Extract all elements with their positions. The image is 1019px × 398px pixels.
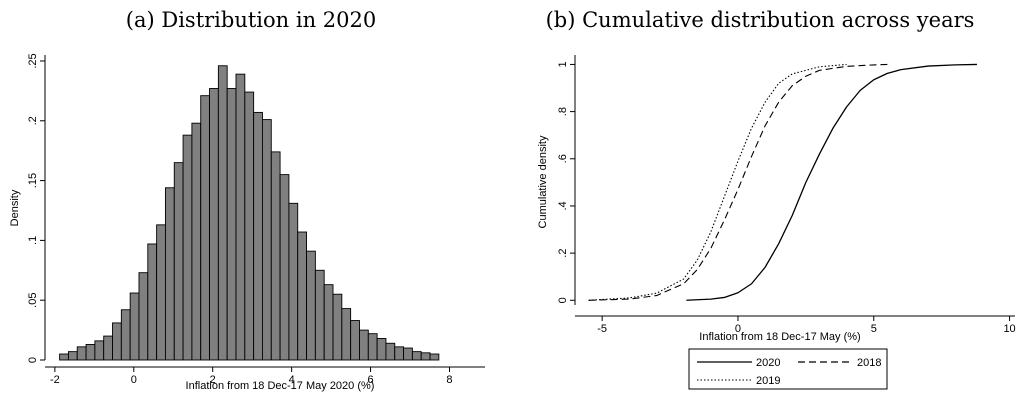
histogram-x-axis-label: Inflation from 18 Dec-17 May 2020 (%) — [186, 380, 375, 392]
cdf-y-tick-label: .2 — [557, 249, 569, 258]
cdf-y-tick-label: .4 — [557, 201, 569, 210]
histogram-x-tick-label: -2 — [50, 374, 60, 386]
histogram-bar — [314, 269, 325, 361]
legend-box — [688, 348, 888, 390]
histogram-y-tick-label: 0 — [27, 357, 39, 363]
cdf-y-ticks: 0 .2 .4 .6 .8 1 — [557, 61, 575, 303]
cdf-panel: (b) Cumulative distribution across years… — [537, 8, 1016, 390]
histogram-bar — [164, 187, 175, 361]
histogram-bar — [288, 202, 299, 361]
cdf-lines — [588, 63, 977, 301]
histogram-y-ticks: 0 .05 .1 .15 .2 .25 — [27, 53, 45, 363]
histogram-x-tick-label: 2 — [210, 374, 216, 386]
histogram-bar — [394, 346, 405, 361]
histogram-y-tick-label: .25 — [27, 53, 39, 68]
legend-2018-label: 2018 — [857, 357, 881, 369]
cdf-y-tick-label: .6 — [557, 154, 569, 163]
histogram-bar — [403, 347, 413, 361]
histogram-bar — [217, 65, 228, 361]
histogram-bar — [367, 333, 378, 361]
histogram-x-tick-label: 8 — [446, 374, 452, 386]
histogram-bar — [411, 351, 422, 361]
histogram-panel: (a) Distribution in 2020 0.05.1.15.2.25 … — [9, 8, 485, 392]
cdf-legend: 2020 2018 2019 — [688, 348, 888, 390]
histogram-bar — [138, 272, 149, 361]
histogram-bar — [182, 134, 193, 361]
histogram-bar — [376, 338, 387, 361]
histogram-bar — [279, 174, 290, 361]
histogram-bar — [306, 250, 316, 361]
histogram-x-tick-label: 6 — [367, 374, 373, 386]
histogram-title: (a) Distribution in 2020 — [126, 8, 376, 32]
histogram-bar — [350, 320, 360, 361]
cdf-x-tick-label: 10 — [1003, 323, 1015, 335]
histogram-bar — [156, 224, 166, 361]
cdf-y-tick-label: 1 — [557, 61, 569, 67]
histogram-x-tick-label: 4 — [289, 374, 295, 386]
histogram-bar — [129, 292, 140, 361]
cdf-y-axis-label: Cumulative density — [537, 135, 549, 228]
cdf-x-tick-label: 5 — [871, 323, 877, 335]
legend-2019-label: 2019 — [756, 375, 780, 387]
histogram-bar — [67, 351, 78, 361]
histogram-bar — [120, 309, 131, 361]
histogram-y-tick-label: .15 — [27, 173, 39, 188]
histogram-bar — [270, 151, 281, 361]
histogram-bar — [420, 352, 431, 361]
histogram-bar — [253, 111, 263, 361]
histogram-bar — [94, 340, 105, 361]
cdf-y-tick-label: .8 — [557, 107, 569, 116]
histogram-bar — [244, 91, 255, 361]
cdf-x-axis-label: Inflation from 18 Dec-17 May (%) — [699, 331, 860, 343]
cdf-y-tick-label: 0 — [557, 297, 569, 303]
legend-2020-label: 2020 — [756, 357, 780, 369]
histogram-bars — [59, 65, 440, 361]
cdf-x-ticks: -5 0 5 10 — [597, 316, 1016, 335]
histogram-bar — [226, 88, 237, 361]
histogram-bar — [359, 329, 369, 361]
histogram-bar — [200, 95, 210, 361]
histogram-bar — [59, 353, 69, 361]
histogram-x-ticks: -2 0 2 4 6 8 — [50, 367, 453, 386]
histogram-y-tick-label: .1 — [27, 236, 39, 245]
cdf-line-2018 — [588, 63, 888, 301]
cdf-title: (b) Cumulative distribution across years — [546, 8, 975, 32]
histogram-bar — [297, 231, 308, 361]
cdf-line-2020 — [686, 63, 977, 301]
histogram-bar — [385, 342, 396, 361]
histogram-bar — [147, 243, 158, 361]
histogram-bar — [112, 322, 122, 361]
histogram-bar — [341, 308, 352, 361]
cdf-line-2019 — [588, 63, 847, 301]
histogram-bar — [85, 344, 96, 361]
cdf-x-tick-label: -5 — [597, 323, 607, 335]
histogram-y-tick-label: .2 — [27, 116, 39, 125]
histogram-y-tick-label: .05 — [27, 293, 39, 308]
histogram-y-axis-label: Density — [9, 189, 21, 226]
histogram-bar — [332, 293, 343, 361]
histogram-bar — [323, 284, 334, 361]
histogram-bar — [235, 73, 246, 361]
histogram-bar — [173, 162, 184, 361]
histogram-bar — [209, 88, 219, 361]
histogram-bar — [103, 335, 113, 361]
histogram-bar — [262, 119, 272, 361]
histogram-bar — [191, 122, 202, 361]
histogram-bar — [429, 353, 440, 361]
histogram-bar — [76, 346, 87, 361]
cdf-x-tick-label: 0 — [735, 323, 741, 335]
histogram-x-tick-label: 0 — [131, 374, 137, 386]
